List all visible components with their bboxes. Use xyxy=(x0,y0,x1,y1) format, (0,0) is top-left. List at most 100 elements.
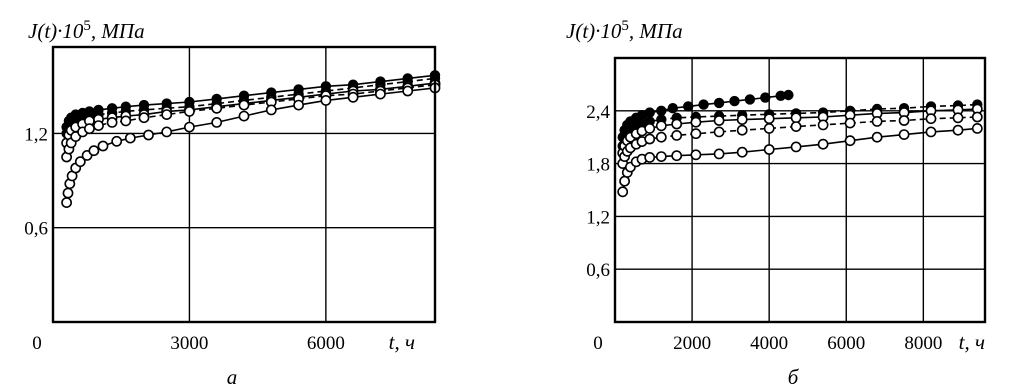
x-tick-label: 4000 xyxy=(750,333,788,354)
data-point xyxy=(74,156,86,168)
y-axis-label-main: J(t)·10 xyxy=(566,19,622,43)
data-point xyxy=(736,146,748,158)
data-point xyxy=(898,115,910,126)
data-point xyxy=(320,95,332,106)
data-point xyxy=(402,85,414,97)
data-point xyxy=(952,112,964,124)
data-point xyxy=(61,197,72,208)
chart-b: 0 2000 4000 6000 8000 0,6 1,2 1,8 2,4 J(t)·105, М… xyxy=(566,18,987,389)
data-point xyxy=(124,132,136,144)
data-point xyxy=(238,99,250,111)
chart-caption: а xyxy=(227,365,238,389)
chart-a: 0 3000 6000 0,6 1,2 J(t)·105, МПа t, ч а xyxy=(24,18,441,389)
data-point xyxy=(790,121,802,132)
data-point xyxy=(713,126,725,138)
y-axis-label-exp: 5 xyxy=(621,18,629,34)
data-point xyxy=(713,97,725,109)
data-point xyxy=(971,122,983,134)
data-point xyxy=(293,99,304,111)
data-point xyxy=(683,101,694,112)
y-tick-label: 1,8 xyxy=(586,155,610,176)
data-point xyxy=(374,88,386,100)
data-point xyxy=(667,102,679,114)
data-point xyxy=(62,187,74,199)
data-point xyxy=(844,135,856,147)
data-point xyxy=(644,133,656,145)
x-tick-label: 2000 xyxy=(673,333,711,354)
data-point xyxy=(817,119,829,131)
data-point xyxy=(736,124,748,136)
data-point xyxy=(161,109,173,120)
y-axis-label-unit: , МПа xyxy=(91,19,145,43)
y-tick-label: 1,2 xyxy=(24,124,48,145)
data-point xyxy=(690,116,702,128)
data-point xyxy=(698,99,709,110)
data-point xyxy=(265,104,277,116)
data-point xyxy=(925,126,937,138)
data-point xyxy=(97,140,109,152)
data-point xyxy=(671,129,683,141)
data-point xyxy=(871,131,883,143)
y-axis-label-exp: 5 xyxy=(83,18,91,34)
data-point xyxy=(183,121,195,133)
data-point xyxy=(138,112,150,124)
x-tick-label: 0 xyxy=(32,333,42,354)
x-tick-label: 3000 xyxy=(170,333,208,354)
data-point xyxy=(790,141,802,153)
y-axis-label: J(t)·105, МПа xyxy=(28,18,145,43)
data-point xyxy=(952,124,964,136)
y-axis-label-unit: , МПа xyxy=(629,19,683,43)
x-axis-label: t, ч xyxy=(959,330,985,354)
data-point xyxy=(644,151,656,163)
data-point xyxy=(617,186,629,198)
data-point xyxy=(347,91,359,103)
data-point xyxy=(93,120,104,131)
x-tick-label: 0 xyxy=(593,333,603,354)
x-tick-label: 6000 xyxy=(827,333,865,354)
data-point xyxy=(120,115,132,127)
data-point xyxy=(644,107,655,118)
data-point xyxy=(736,114,748,125)
data-point xyxy=(713,148,725,160)
x-tick-label: 6000 xyxy=(307,333,345,354)
data-point xyxy=(763,144,775,155)
data-point xyxy=(713,115,725,126)
data-point xyxy=(143,129,154,141)
y-tick-label: 0,6 xyxy=(24,219,48,240)
data-point xyxy=(211,117,223,128)
plot-frame xyxy=(613,56,987,324)
data-point xyxy=(783,89,794,101)
data-point xyxy=(763,113,775,125)
data-point xyxy=(817,138,829,150)
data-point xyxy=(671,150,683,162)
x-tick-label: 8000 xyxy=(904,333,942,354)
data-point xyxy=(656,105,667,117)
data-point xyxy=(729,95,740,107)
data-point xyxy=(238,110,250,122)
data-point xyxy=(744,94,756,105)
data-point xyxy=(655,120,667,132)
data-point xyxy=(211,102,223,114)
y-axis-label: J(t)·105, МПа xyxy=(566,18,683,43)
data-point xyxy=(871,116,883,127)
y-tick-label: 0,6 xyxy=(586,260,610,281)
data-point xyxy=(84,123,95,135)
data-point xyxy=(88,145,100,157)
y-tick-label: 2,4 xyxy=(586,102,610,123)
y-tick-label: 1,2 xyxy=(586,207,610,228)
chart-caption: б xyxy=(788,365,800,389)
data-point xyxy=(690,128,702,140)
data-point xyxy=(655,151,667,162)
data-point xyxy=(111,135,123,147)
data-point xyxy=(690,149,702,161)
data-point xyxy=(898,129,910,140)
data-point xyxy=(655,131,667,143)
data-point xyxy=(790,112,802,124)
data-point xyxy=(106,117,118,128)
plot-frame xyxy=(51,45,437,324)
y-axis-label-main: J(t)·10 xyxy=(28,19,84,43)
data-point xyxy=(644,122,656,134)
data-point xyxy=(925,113,937,125)
x-axis-label: t, ч xyxy=(389,330,415,354)
